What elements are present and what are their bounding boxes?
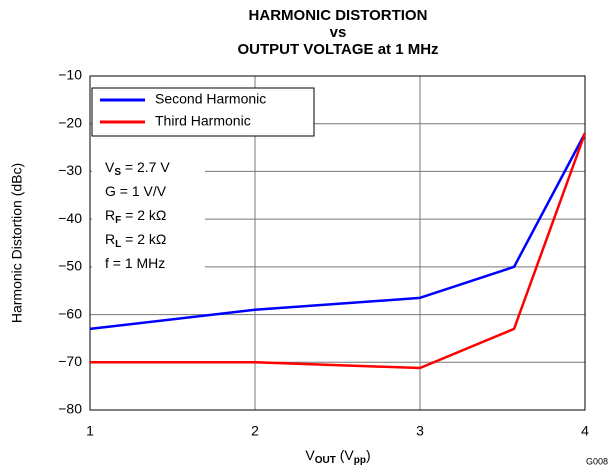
chart-title: HARMONIC DISTORTION xyxy=(249,7,428,24)
y-tick-label: −40 xyxy=(58,210,82,226)
annotation-box xyxy=(92,152,205,272)
y-tick-label: −20 xyxy=(58,114,82,130)
text-segment: G = 1 V/V xyxy=(105,183,167,199)
y-tick-label: −60 xyxy=(58,305,82,321)
x-tick-label: 1 xyxy=(86,423,94,439)
x-tick-label: 2 xyxy=(251,423,259,439)
text-segment: R xyxy=(105,207,115,223)
annotation: G = 1 V/V xyxy=(105,183,167,199)
annotation: VS = 2.7 V xyxy=(105,159,170,178)
annotation: RL = 2 kΩ xyxy=(105,231,166,250)
x-tick-label: 3 xyxy=(416,423,424,439)
text-segment: OUT xyxy=(315,455,336,466)
chart-title: OUTPUT VOLTAGE at 1 MHz xyxy=(237,41,438,58)
chart-title: vs xyxy=(330,24,347,41)
legend-label: Third Harmonic xyxy=(155,113,251,129)
text-segment: F xyxy=(115,215,121,226)
y-axis-label: Harmonic Distortion (dBc) xyxy=(9,163,25,323)
plot-frame xyxy=(89,75,586,411)
text-segment: R xyxy=(105,231,115,247)
x-axis-label: VOUT (Vpp) xyxy=(305,447,370,466)
x-tick-label: 4 xyxy=(581,423,589,439)
text-segment: S xyxy=(114,167,121,178)
text-segment: (V xyxy=(336,447,355,463)
text-segment: V xyxy=(305,447,315,463)
y-tick-label: −10 xyxy=(58,67,82,83)
annotation: f = 1 MHz xyxy=(105,255,165,271)
text-segment: = 2 kΩ xyxy=(121,207,166,223)
text-segment: L xyxy=(115,239,121,250)
text-segment: f = 1 MHz xyxy=(105,255,165,271)
y-tick-label: −30 xyxy=(58,162,82,178)
text-segment: = 2.7 V xyxy=(121,159,170,175)
y-tick-label: −50 xyxy=(58,258,82,274)
corner-label: G008 xyxy=(586,456,608,466)
series-line xyxy=(89,132,587,331)
annotation: RF = 2 kΩ xyxy=(105,207,166,226)
text-segment: pp xyxy=(354,455,366,466)
series-line xyxy=(90,132,587,370)
y-tick-label: −70 xyxy=(58,353,82,369)
text-segment: V xyxy=(105,159,115,175)
legend-label: Second Harmonic xyxy=(155,91,266,107)
y-tick-label: −80 xyxy=(58,401,82,417)
text-segment: = 2 kΩ xyxy=(121,231,166,247)
text-segment: ) xyxy=(366,447,371,463)
legend-box xyxy=(91,87,315,137)
